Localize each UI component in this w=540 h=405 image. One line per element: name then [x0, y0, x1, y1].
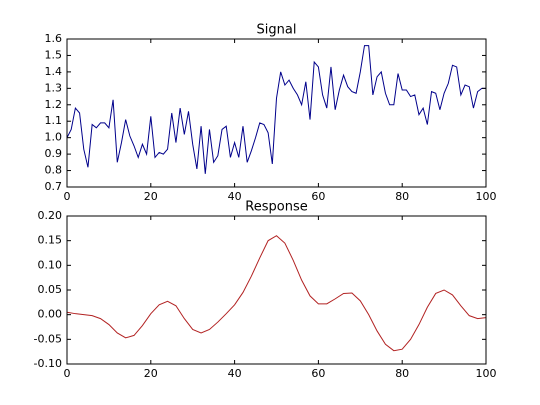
y-tick-label: 0.8	[45, 164, 63, 177]
chart-title: Response	[245, 200, 307, 215]
y-tick-label: 1.4	[45, 65, 63, 78]
x-tick-label: 20	[144, 367, 158, 380]
y-tick-label: 1.6	[45, 32, 63, 45]
y-tick-label: 1.3	[45, 81, 63, 94]
y-tick-label: 0.7	[45, 180, 63, 193]
x-tick-label: 20	[144, 190, 158, 203]
y-tick-label: 1.5	[45, 48, 63, 61]
plot-frame	[66, 38, 487, 188]
x-tick-label: 40	[228, 367, 242, 380]
y-tick-label: 1.2	[45, 98, 63, 111]
y-tick-label: 1.0	[45, 131, 63, 144]
y-tick-label: 0.10	[38, 258, 63, 271]
data-line	[66, 45, 486, 174]
x-tick-label: 0	[64, 190, 71, 203]
x-tick-label: 60	[311, 367, 325, 380]
y-tick-label: -0.10	[34, 357, 62, 370]
x-tick-label: 60	[311, 190, 325, 203]
y-tick-label: 0.20	[38, 209, 63, 222]
y-tick-label: -0.05	[34, 332, 62, 345]
y-tick-label: 0.00	[38, 308, 63, 321]
x-tick-label: 100	[476, 190, 497, 203]
x-tick-label: 40	[228, 190, 242, 203]
chart-title: Signal	[257, 23, 297, 38]
y-tick-label: 0.05	[38, 283, 63, 296]
y-tick-label: 0.9	[45, 147, 63, 160]
x-tick-label: 80	[395, 367, 409, 380]
plot-frame	[66, 215, 487, 365]
data-line	[66, 235, 487, 352]
x-tick-label: 80	[395, 190, 409, 203]
x-tick-label: 0	[64, 367, 71, 380]
y-tick-label: 1.1	[45, 114, 63, 127]
y-tick-label: 0.15	[38, 234, 63, 247]
x-tick-label: 100	[476, 367, 497, 380]
